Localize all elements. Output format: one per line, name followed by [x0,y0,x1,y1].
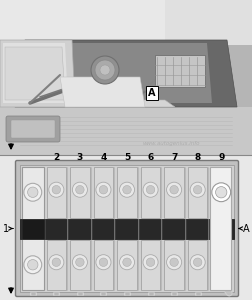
Circle shape [96,255,111,270]
Text: www.autogenius.info: www.autogenius.info [143,140,200,146]
Circle shape [190,182,205,197]
Polygon shape [0,40,75,107]
Polygon shape [0,107,252,155]
Polygon shape [15,40,237,107]
Bar [22,218,44,239]
Circle shape [190,255,205,270]
Bar [188,167,207,218]
Bar [164,167,184,218]
Circle shape [99,185,108,194]
Circle shape [123,185,131,194]
Bar [210,167,231,290]
Circle shape [146,185,155,194]
Bar [70,239,90,290]
Circle shape [24,183,42,201]
Bar [141,239,160,290]
Bar [164,239,184,290]
Text: A: A [243,224,249,233]
Text: A: A [148,88,156,98]
Text: 2: 2 [53,152,59,161]
Bar [141,167,160,218]
Text: 8: 8 [195,152,201,161]
Bar [20,218,234,239]
Circle shape [52,258,60,266]
Text: 9: 9 [218,152,225,161]
Text: 4: 4 [100,152,107,161]
Circle shape [96,182,111,197]
Circle shape [28,260,38,270]
Bar [47,239,66,290]
Bar [22,167,44,290]
Circle shape [76,258,84,266]
Circle shape [167,182,182,197]
Bar [94,167,113,218]
Text: 5: 5 [124,152,130,161]
Polygon shape [0,45,252,110]
Polygon shape [5,47,65,100]
Circle shape [212,183,231,202]
Circle shape [119,255,135,270]
Circle shape [100,65,110,75]
Circle shape [123,258,131,266]
Polygon shape [60,77,145,107]
FancyBboxPatch shape [6,116,60,142]
Circle shape [170,258,178,266]
Circle shape [24,256,42,274]
Bar [188,239,207,290]
Bar [20,165,234,292]
Circle shape [170,185,178,194]
Circle shape [194,258,202,266]
Circle shape [194,185,202,194]
Circle shape [76,185,84,194]
Circle shape [143,255,158,270]
Circle shape [72,255,87,270]
Text: 7: 7 [171,152,177,161]
Circle shape [72,182,87,197]
Bar [94,239,113,290]
FancyBboxPatch shape [16,160,238,296]
Bar [47,167,66,218]
Circle shape [99,258,108,266]
Polygon shape [20,43,212,103]
Polygon shape [3,43,68,103]
Bar [0,0,252,40]
Circle shape [91,56,119,84]
Circle shape [167,255,182,270]
Text: 3: 3 [77,152,83,161]
Circle shape [28,187,38,197]
Circle shape [215,187,227,198]
Circle shape [95,60,115,80]
Circle shape [119,182,135,197]
FancyBboxPatch shape [11,120,55,138]
Circle shape [52,185,60,194]
Circle shape [49,182,64,197]
Circle shape [146,258,155,266]
Bar [117,167,137,218]
Bar [70,167,90,218]
Circle shape [49,255,64,270]
Bar [117,239,137,290]
Bar [155,55,205,87]
Polygon shape [65,100,175,107]
Text: 1: 1 [3,224,9,233]
Circle shape [143,182,158,197]
Bar [165,0,252,70]
Bar [0,0,252,155]
Text: 6: 6 [147,152,154,161]
Bar [0,155,252,300]
